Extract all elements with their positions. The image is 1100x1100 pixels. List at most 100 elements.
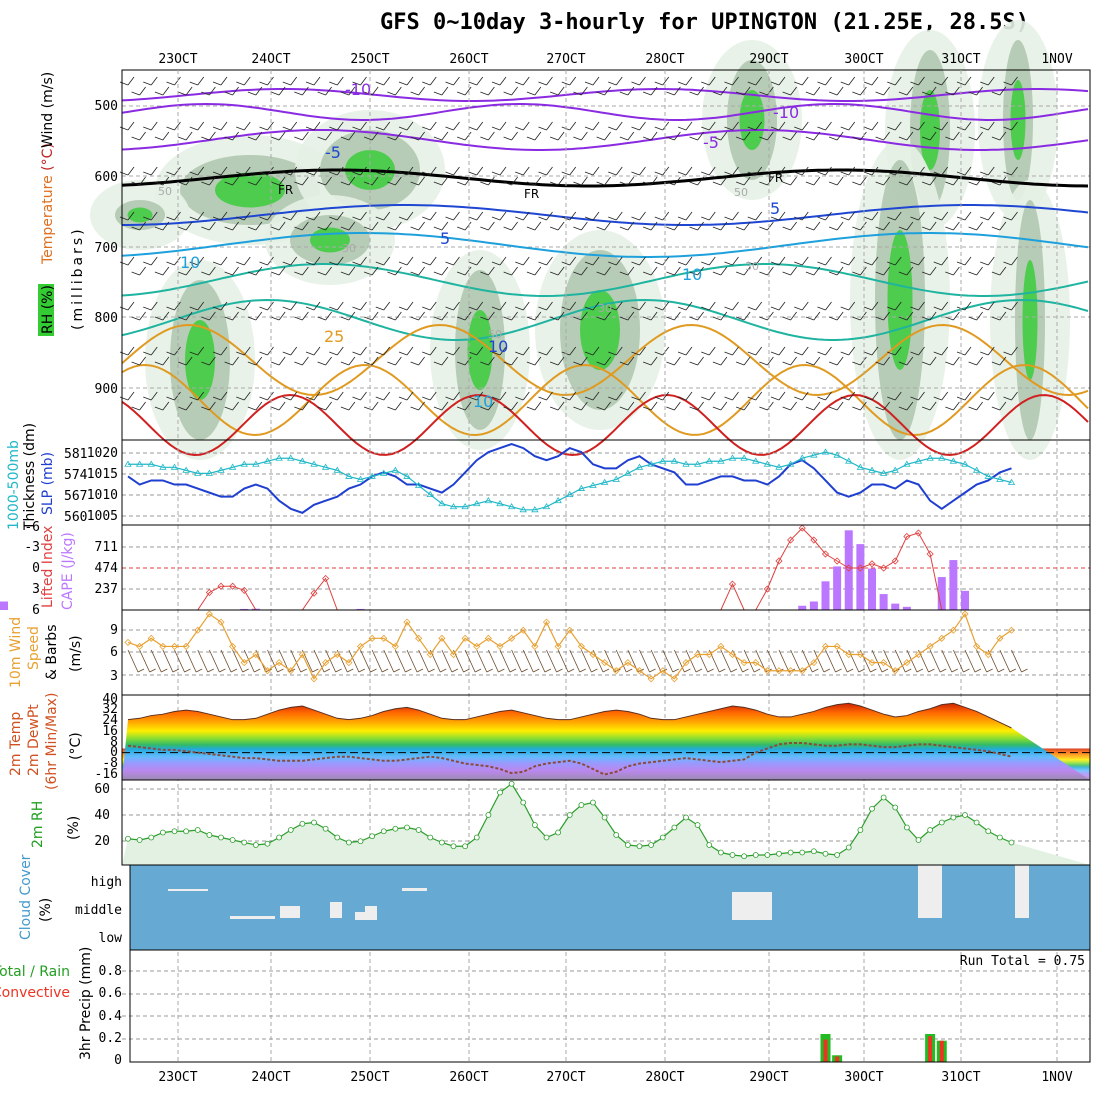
wind10m-barb bbox=[302, 649, 319, 673]
wind-barb bbox=[270, 311, 286, 321]
wind-barb bbox=[294, 356, 309, 366]
rh2m-point bbox=[148, 834, 155, 841]
rh2m-point bbox=[729, 852, 736, 858]
wind-barb bbox=[921, 311, 937, 321]
wind-barb bbox=[503, 176, 518, 186]
wind10m-point bbox=[508, 634, 516, 642]
wind-barb bbox=[956, 166, 972, 176]
wind10m-barb bbox=[290, 649, 307, 673]
precip-series bbox=[820, 1034, 947, 1062]
wind-barb bbox=[270, 356, 286, 366]
lifted-index-point bbox=[728, 580, 737, 588]
wind-barb bbox=[201, 221, 216, 231]
wind-barb bbox=[817, 391, 832, 401]
wind10m-barb bbox=[429, 649, 447, 673]
wind-barb bbox=[422, 166, 437, 176]
slp-grid bbox=[122, 452, 1090, 517]
wind-barb bbox=[212, 211, 228, 221]
wind-barb bbox=[619, 86, 635, 96]
wind-barb bbox=[666, 176, 681, 186]
wind-barb bbox=[445, 346, 460, 356]
wind-barb bbox=[991, 311, 1007, 321]
wind-barb bbox=[852, 131, 867, 141]
slp-tick: 1015 bbox=[87, 467, 118, 482]
wind-barb bbox=[596, 131, 611, 141]
wind-barb bbox=[375, 211, 391, 221]
wind-barb bbox=[422, 256, 437, 266]
rh2m-point bbox=[508, 780, 515, 787]
wind-barb bbox=[782, 311, 797, 321]
wind-barb bbox=[759, 221, 774, 231]
wind10m-point bbox=[891, 667, 899, 675]
rh2m-point bbox=[938, 819, 945, 826]
rh2m-point bbox=[764, 852, 771, 858]
wind-barb bbox=[677, 301, 693, 311]
wind10m-point bbox=[496, 642, 504, 650]
wind-barb bbox=[968, 86, 983, 96]
wind10m-point bbox=[856, 650, 864, 659]
slp-label: SLP (mb) bbox=[40, 452, 56, 515]
wind-barb bbox=[131, 266, 146, 276]
upper-temperature-label: Temperature (°C) bbox=[40, 143, 56, 265]
wind-barb bbox=[642, 221, 658, 231]
rh2m-point bbox=[415, 827, 422, 833]
contour-label: 30 bbox=[598, 302, 612, 315]
wind10m-barb bbox=[732, 649, 749, 673]
rh2m-point bbox=[555, 829, 562, 836]
wind-barb bbox=[921, 176, 937, 186]
thickness-point bbox=[159, 463, 167, 470]
rh2m-point bbox=[450, 843, 457, 850]
wind-barb bbox=[340, 176, 356, 186]
rh2m-point bbox=[903, 824, 910, 831]
wind-barb bbox=[480, 176, 495, 186]
wind-barb bbox=[584, 211, 600, 221]
wind-barb bbox=[991, 176, 1007, 186]
wind-barb bbox=[840, 346, 856, 356]
wind-barb bbox=[654, 121, 670, 131]
rh2m-point bbox=[427, 834, 434, 841]
temp2m-tick: -16 bbox=[95, 767, 118, 782]
contour-label: 30 bbox=[342, 242, 356, 255]
wind-barb bbox=[154, 131, 170, 141]
bottom-date-axis: 23OCT 24OCT 25OCT 26OCT 27OCT 28OCT 29OCT 30OCT… bbox=[158, 1070, 1072, 1085]
wind-barb bbox=[689, 176, 704, 186]
wind-barb bbox=[166, 211, 181, 221]
wind-barb bbox=[247, 356, 263, 366]
wind-barb bbox=[247, 311, 263, 321]
wind-barb bbox=[329, 121, 344, 131]
rh2m-point bbox=[659, 834, 666, 841]
wind-barb bbox=[828, 266, 844, 276]
date-label-top: 25OCT bbox=[350, 52, 389, 67]
wind-barb bbox=[131, 221, 146, 231]
wind-barb bbox=[887, 211, 902, 221]
wind10m-barb bbox=[871, 649, 889, 673]
cloud-block bbox=[330, 902, 342, 918]
wind-barb bbox=[212, 76, 228, 86]
wind-barb bbox=[224, 356, 239, 366]
wind-barb bbox=[177, 311, 193, 321]
pressure-tick: 600 bbox=[95, 170, 118, 185]
wind-barb bbox=[177, 266, 193, 276]
wind-barb bbox=[468, 121, 484, 131]
thickness-point bbox=[763, 460, 772, 467]
wind-barb bbox=[887, 256, 902, 266]
wind-barb bbox=[945, 86, 960, 96]
wind10m-point bbox=[205, 610, 213, 618]
wind-barb bbox=[340, 86, 356, 96]
wind-barb bbox=[596, 176, 611, 186]
wind-barb bbox=[201, 86, 216, 96]
slp-tick: 1005 bbox=[87, 509, 118, 524]
wind-barb bbox=[468, 211, 484, 221]
wind10m-barb bbox=[464, 649, 482, 673]
wind-barb bbox=[480, 221, 495, 231]
wind10m-point bbox=[938, 634, 946, 642]
wind-barb bbox=[666, 356, 681, 366]
wind-barb bbox=[363, 356, 379, 366]
wind-barb bbox=[247, 266, 263, 276]
wind-barb bbox=[398, 76, 414, 86]
cape-bar bbox=[356, 608, 365, 610]
wind-barb bbox=[991, 86, 1007, 96]
thickness-point bbox=[845, 457, 853, 464]
wind-barb bbox=[352, 391, 367, 401]
wind-barb bbox=[735, 221, 751, 231]
